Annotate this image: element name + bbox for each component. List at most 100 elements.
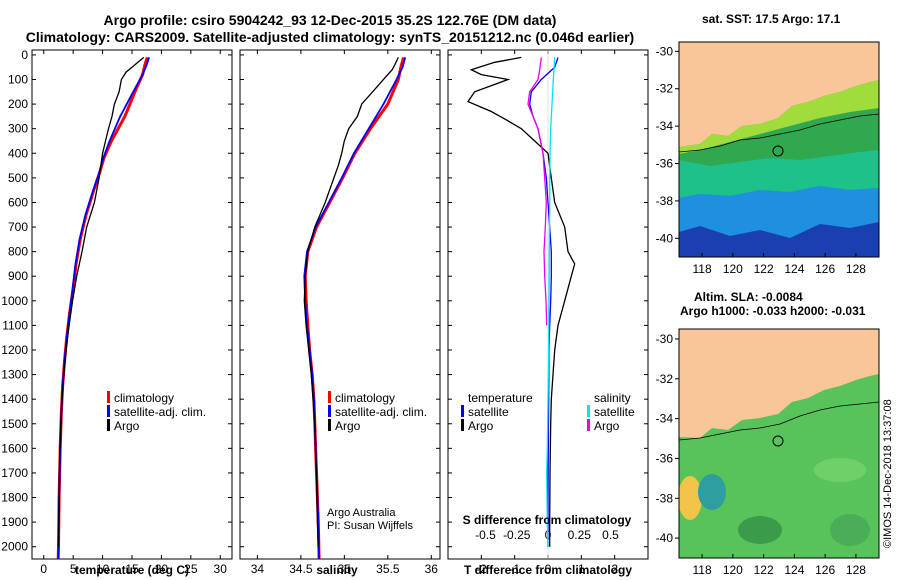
- map-lat-label: -36: [656, 157, 674, 171]
- x-tick-label: 0: [545, 562, 552, 576]
- map-lon-label: 120: [723, 563, 743, 577]
- map-lon-label: 128: [846, 563, 866, 577]
- ocean-sst-mid-band: [679, 150, 879, 198]
- sla-low-anomaly: [698, 474, 726, 510]
- ocean-sst-warm-band: [679, 80, 879, 154]
- map-lon-label: 124: [784, 262, 804, 276]
- legend-climatology-swatch: [328, 391, 331, 403]
- x-tick-label: 34.5: [289, 562, 313, 576]
- sla-anomaly: [814, 458, 866, 482]
- isobath-line: [679, 401, 879, 441]
- series-temperature-satellite: [529, 57, 559, 547]
- sla-map-axes: -30 -32 -34 -36 -38 -40 118 120 122 124 126 128: [656, 332, 867, 577]
- map-lat-label: -32: [656, 82, 674, 96]
- x-tick-label: 2: [611, 562, 618, 576]
- x-tick-label: 35: [338, 562, 352, 576]
- depth-tick-label: 1900: [1, 515, 28, 529]
- map-lat-label: -40: [656, 231, 674, 245]
- depth-axis: 0 100 200 300 400 500 600 700 800 900 1000 1100 1200…: [1, 48, 648, 554]
- x-tick-label: 25: [184, 562, 198, 576]
- sla-anomaly: [830, 514, 870, 546]
- depth-tick-label: 900: [8, 269, 28, 283]
- legend-salinity-title: salinity: [594, 391, 631, 405]
- s-difference-tick-label: 0.5: [602, 528, 619, 542]
- credit-argo-australia: Argo Australia: [327, 507, 396, 519]
- sla-map-title-2: Argo h1000: -0.033 h2000: -0.031: [680, 304, 866, 318]
- ocean-sst-cold-band: [679, 222, 879, 257]
- depth-tick-label: 800: [8, 245, 28, 259]
- salinity-legend: climatology satellite-adj. clim. Argo Ar…: [327, 391, 427, 532]
- s-difference-tick-label: 0.25: [568, 528, 592, 542]
- map-lat-label: -32: [656, 372, 674, 386]
- depth-tick-label: 1100: [2, 318, 28, 332]
- depth-tick-label: 300: [8, 122, 28, 136]
- sla-map: -30 -32 -34 -36 -38 -40 118 120 122 124 126 128: [656, 328, 880, 577]
- sst-map: -30 -32 -34 -36 -38 -40 118 120 122 124 126 128: [656, 41, 880, 276]
- temperature-legend: climatology satellite-adj. clim. Argo: [107, 391, 206, 433]
- depth-tick-label: 200: [8, 97, 28, 111]
- x-tick-label: 36: [425, 562, 439, 576]
- series-satellite-adj-clim-: [303, 57, 407, 560]
- sla-anomaly: [738, 516, 782, 544]
- difference-panel: -2 -1 0 1 2-0.5 -0.25 0 0.25 0.5: [467, 50, 619, 576]
- isobath-line: [679, 113, 879, 153]
- sst-map-axes: -30 -32 -34 -36 -38 -40 118 120 122 124 126 128: [656, 44, 867, 276]
- legend-t-satellite-label: satellite: [468, 405, 509, 419]
- series-salinity-argo: [527, 57, 548, 326]
- depth-tick-label: 1800: [1, 491, 28, 505]
- temperature-xlabel: temperature (deg C): [75, 563, 189, 577]
- map-lat-label: -34: [656, 119, 674, 133]
- x-tick-label: 20: [155, 562, 169, 576]
- map-lon-label: 122: [754, 262, 774, 276]
- depth-tick-label: 1200: [1, 343, 28, 357]
- difference-legend: temperature satellite Argo salinity sate…: [461, 391, 635, 433]
- x-tick-label: 15: [125, 562, 139, 576]
- x-tick-label: -2: [476, 562, 487, 576]
- legend-temperature-title: temperature: [468, 391, 533, 405]
- map-lat-label: -30: [656, 44, 674, 58]
- map-lon-label: 124: [784, 563, 804, 577]
- depth-tick-label: 1400: [1, 392, 28, 406]
- map-lat-label: -30: [656, 332, 674, 346]
- x-tick-label: 35.5: [376, 562, 400, 576]
- s-difference-tick-label: -0.5: [475, 528, 496, 542]
- sst-map-title: sat. SST: 17.5 Argo: 17.1: [702, 12, 841, 26]
- map-lat-label: -36: [656, 451, 674, 465]
- temperature-panel: 0 5 10 15 20 25 30: [40, 50, 227, 576]
- salinity-panel: 34 34.5 35 35.5 36: [251, 50, 439, 576]
- legend-s-satellite-swatch: [587, 405, 590, 417]
- depth-tick-label: 700: [8, 220, 28, 234]
- legend-t-satellite-swatch: [461, 405, 464, 417]
- sla-high-anomaly: [679, 476, 702, 520]
- x-tick-label: 1: [578, 562, 585, 576]
- x-tick-label: -1: [509, 562, 520, 576]
- credit-pi: PI: Susan Wijffels: [327, 520, 413, 532]
- series-argo: [303, 57, 399, 547]
- depth-tick-label: 400: [8, 146, 28, 160]
- salinity-panel-frame: [239, 49, 441, 560]
- depth-tick-label: 100: [8, 73, 28, 87]
- legend-argo-label: Argo: [335, 419, 361, 433]
- title-line-1: Argo profile: csiro 5904242_93 12-Dec-20…: [103, 12, 557, 28]
- map-lon-label: 118: [693, 563, 712, 577]
- ocean-sla: [679, 374, 879, 558]
- legend-s-argo-swatch: [587, 419, 590, 431]
- title-line-2: Climatology: CARS2009. Satellite-adjuste…: [25, 29, 635, 45]
- map-lon-label: 128: [846, 262, 866, 276]
- legend-satellite-label: satellite-adj. clim.: [114, 405, 206, 419]
- depth-tick-label: 600: [8, 195, 28, 209]
- legend-climatology-swatch: [107, 391, 110, 403]
- legend-climatology-label: climatology: [114, 391, 174, 405]
- x-tick-label: 10: [96, 562, 110, 576]
- legend-satellite-swatch: [107, 405, 110, 417]
- series-salinity-satellite: [546, 57, 556, 547]
- s-difference-xlabel: S difference from climatology: [463, 513, 632, 527]
- x-tick-label: 30: [214, 562, 228, 576]
- s-difference-tick-label: -0.25: [503, 528, 531, 542]
- map-lon-label: 126: [815, 262, 835, 276]
- depth-tick-label: 1300: [1, 368, 28, 382]
- legend-t-argo-swatch: [461, 419, 464, 431]
- series-climatology: [303, 57, 405, 560]
- map-lon-label: 126: [815, 563, 835, 577]
